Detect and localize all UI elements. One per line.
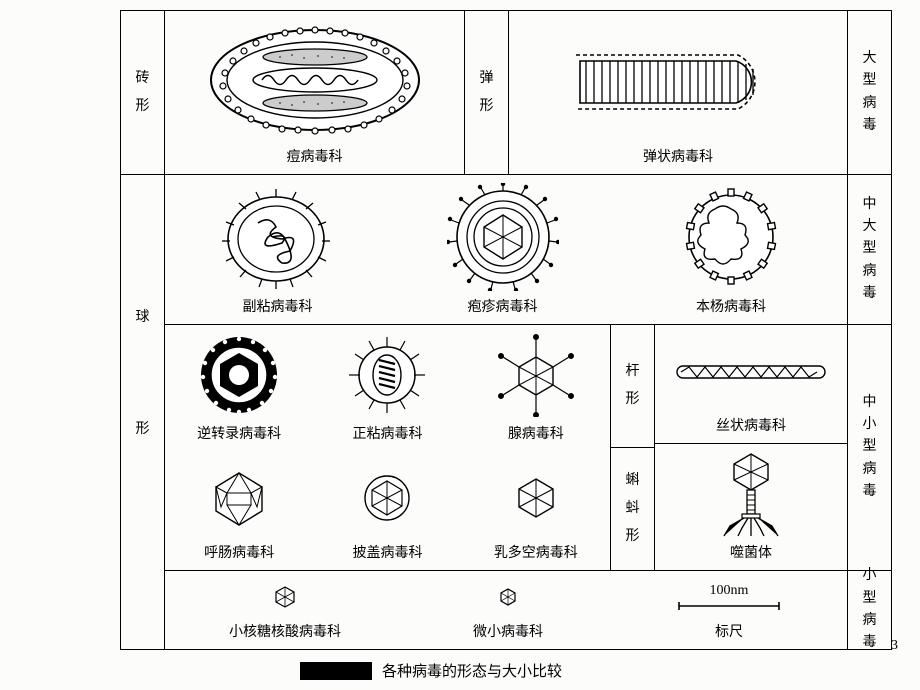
- row-small: 小核糖核酸病毒科 微小病毒科 100nm 标尺 小 型 病 毒: [121, 571, 891, 649]
- picorna-icon: [273, 585, 297, 609]
- caption-text: 各种病毒的形态与大小比较: [382, 660, 562, 681]
- sphere-label-continuation-2: [121, 571, 165, 649]
- cell-retro: 逆转录病毒科: [165, 325, 313, 451]
- cell-paramyxo: 副粘病毒科: [165, 175, 390, 324]
- cell-reo: 呼肠病毒科: [165, 451, 313, 570]
- cell-phage: 噬菌体: [655, 444, 847, 570]
- shape-tadpole-label: 蝌 蚪 形: [611, 448, 655, 570]
- row-large: 砖 形: [121, 11, 891, 175]
- papova-caption: 乳多空病毒科: [494, 542, 578, 562]
- shape-sphere-label: 球 形: [121, 175, 165, 572]
- toga-caption: 披盖病毒科: [352, 542, 422, 562]
- rod-tadpole-labels: 杆 形 蝌 蚪 形: [611, 325, 655, 570]
- reo-caption: 呼肠病毒科: [204, 542, 274, 562]
- phage-icon: [712, 450, 790, 538]
- rhabdo-caption: 弹状病毒科: [643, 146, 713, 166]
- row-medlarge: 球 形 副粘病毒科: [121, 175, 891, 325]
- paramyxo-caption: 副粘病毒科: [243, 296, 313, 316]
- adeno-caption: 腺病毒科: [508, 423, 564, 443]
- cell-picorna: 小核糖核酸病毒科: [165, 571, 405, 649]
- bunya-caption: 本杨病毒科: [696, 296, 766, 316]
- figure-caption: 各种病毒的形态与大小比较: [300, 660, 562, 681]
- rhabdovirus-icon: [558, 37, 798, 123]
- picorna-caption: 小核糖核酸病毒科: [229, 621, 341, 641]
- parvo-caption: 微小病毒科: [473, 621, 543, 641]
- cell-scale: 100nm 标尺: [611, 571, 847, 649]
- cell-pox: 痘病毒科: [165, 11, 465, 174]
- orthomyxo-icon: [346, 334, 428, 416]
- cell-parvo: 微小病毒科: [405, 571, 611, 649]
- cell-herpes: 疱疹病毒科: [390, 175, 615, 324]
- reo-icon: [209, 469, 269, 527]
- page-number: 3: [891, 638, 898, 654]
- poxvirus-icon: [200, 21, 430, 139]
- adeno-icon: [493, 333, 579, 417]
- herpes-icon: [447, 183, 559, 291]
- size-large-label: 大 型 病 毒: [847, 11, 891, 174]
- cell-bunya: 本杨病毒科: [615, 175, 847, 324]
- shape-brick-label: 砖 形: [121, 11, 165, 174]
- cell-filo: 丝状病毒科: [655, 325, 847, 444]
- sphere-grid: 逆转录病毒科 正粘病毒科: [165, 325, 611, 570]
- virus-morphology-table: 砖 形: [120, 10, 892, 650]
- retro-caption: 逆转录病毒科: [197, 423, 281, 443]
- orthomyxo-caption: 正粘病毒科: [352, 423, 422, 443]
- paramyxo-icon: [218, 183, 338, 291]
- retro-icon: [195, 331, 283, 419]
- rod-tadpole-cells: 丝状病毒科 噬菌体: [655, 325, 847, 570]
- bunya-icon: [678, 185, 784, 289]
- papova-icon: [513, 475, 559, 521]
- shape-bullet-label: 弹 形: [465, 11, 509, 174]
- scale-value: 100nm: [710, 583, 749, 599]
- filo-icon: [671, 356, 831, 386]
- scalebar-icon: [674, 601, 784, 611]
- shape-rod-label: 杆 形: [611, 325, 655, 448]
- size-medsmall-label: 中 小 型 病 毒: [847, 325, 891, 570]
- cell-rhabdo: 弹状病毒科: [509, 11, 847, 174]
- herpes-caption: 疱疹病毒科: [468, 296, 538, 316]
- size-medlarge-label: 中 大 型 病 毒: [847, 175, 891, 324]
- size-small-label: 小 型 病 毒: [847, 571, 891, 649]
- parvo-icon: [498, 587, 518, 607]
- caption-blackbox: [300, 662, 372, 680]
- phage-caption: 噬菌体: [730, 542, 772, 562]
- scale-caption: 标尺: [715, 621, 743, 641]
- filo-caption: 丝状病毒科: [716, 415, 786, 435]
- cell-orthomyxo: 正粘病毒科: [313, 325, 461, 451]
- cell-toga: 披盖病毒科: [313, 451, 461, 570]
- row-medsmall: 逆转录病毒科 正粘病毒科: [121, 325, 891, 571]
- cell-adeno: 腺病毒科: [462, 325, 610, 451]
- toga-icon: [360, 471, 414, 525]
- cell-papova: 乳多空病毒科: [462, 451, 610, 570]
- pox-caption: 痘病毒科: [287, 146, 343, 166]
